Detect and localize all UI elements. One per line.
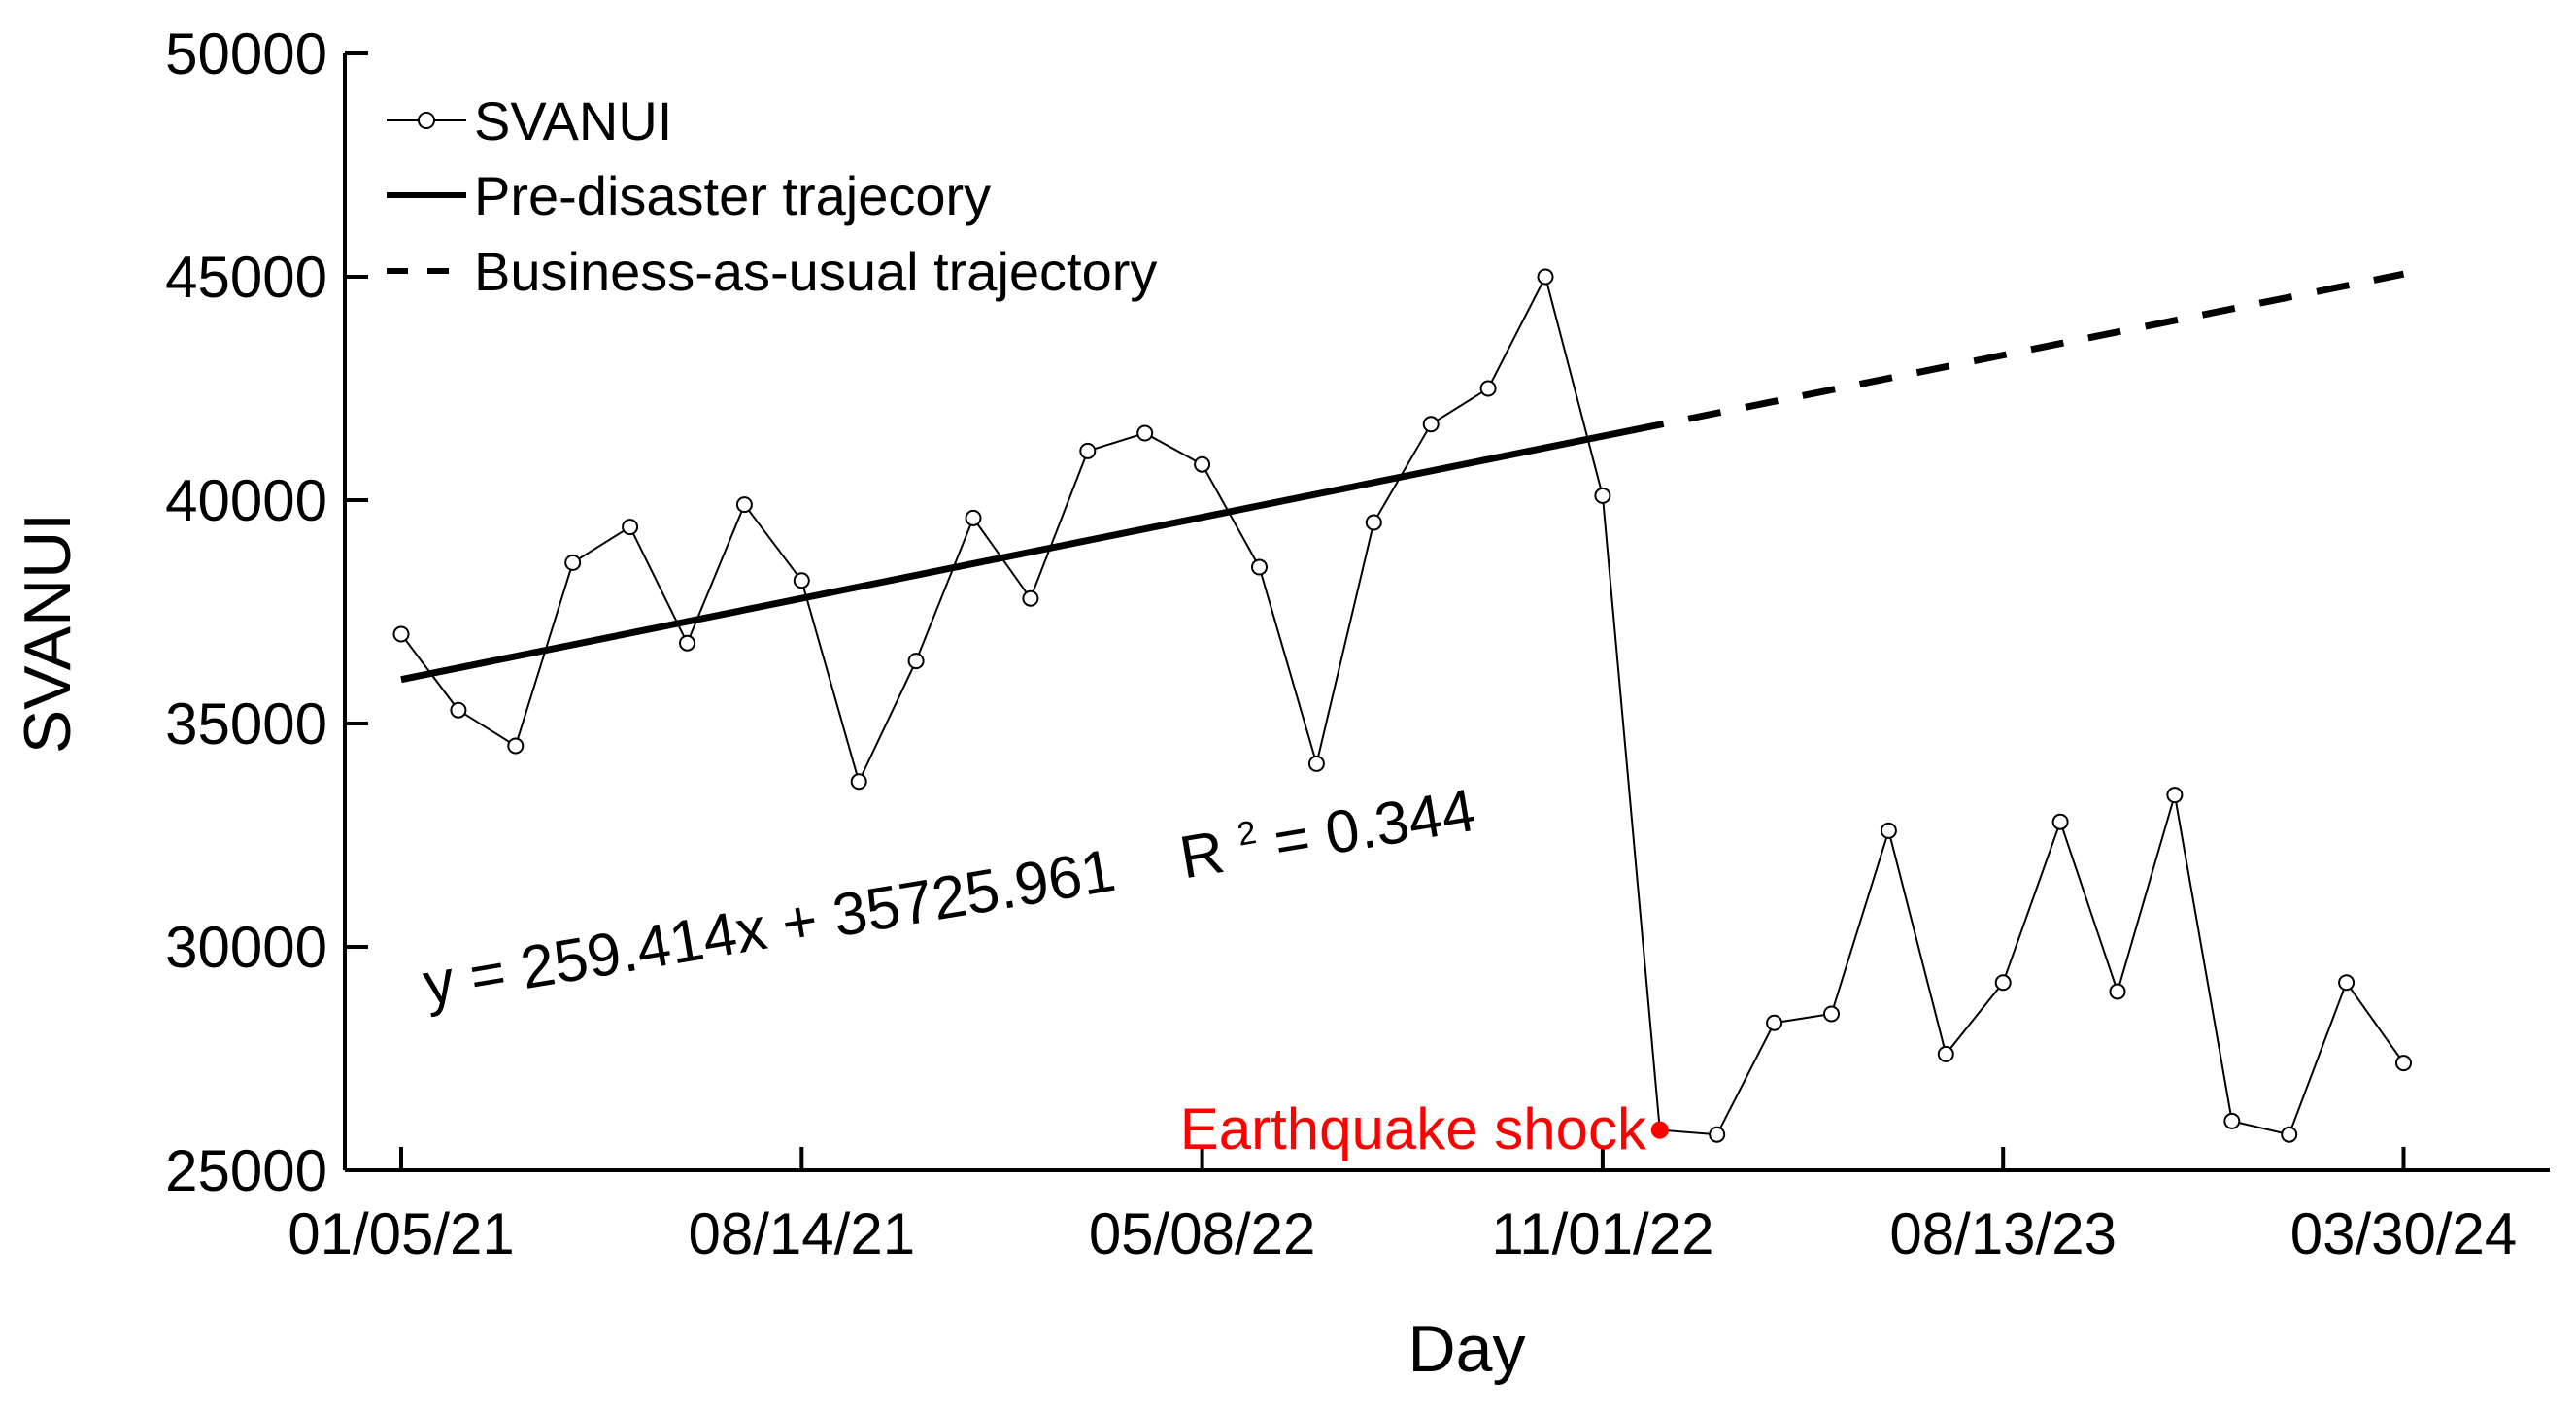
legend-label-bau: Business-as-usual trajectory bbox=[474, 241, 1157, 302]
svanui-point bbox=[2109, 983, 2126, 1000]
svanui-point bbox=[1479, 380, 1497, 397]
annotations: y = 259.414x + 35725.961 R 2 = 0.344 Ear… bbox=[415, 754, 1647, 1162]
svanui-point bbox=[907, 653, 925, 670]
regression-equation: y = 259.414x + 35725.961 R 2 = 0.344 bbox=[415, 754, 1480, 1019]
svanui-point bbox=[1079, 442, 1097, 459]
svanui-point bbox=[965, 509, 982, 526]
svanui-point bbox=[1136, 424, 1154, 442]
x-tick-label: 08/13/23 bbox=[1889, 1201, 2117, 1266]
svanui-point bbox=[2223, 1112, 2241, 1129]
svanui-point bbox=[679, 634, 695, 652]
y-tick-label: 50000 bbox=[165, 21, 327, 86]
earthquake-point bbox=[1650, 1121, 1669, 1139]
y-tick-label: 35000 bbox=[165, 691, 327, 757]
svanui-point bbox=[2166, 787, 2184, 804]
legend-label-predisaster: Pre-disaster trajecory bbox=[474, 165, 991, 226]
x-tick-label: 08/14/21 bbox=[689, 1201, 916, 1266]
svanui-point bbox=[1194, 455, 1211, 473]
markers bbox=[392, 268, 2412, 1143]
svanui-point bbox=[1307, 755, 1325, 772]
legend-marker-svanui bbox=[418, 112, 435, 129]
series-lines bbox=[400, 270, 2405, 1136]
equation-text: y = 259.414x + 35725.961 bbox=[419, 837, 1120, 1019]
svanui-point bbox=[1594, 487, 1611, 504]
x-tick-label: 03/30/24 bbox=[2290, 1201, 2518, 1266]
y-tick-label: 25000 bbox=[165, 1138, 327, 1203]
svanui-point bbox=[2281, 1126, 2298, 1143]
x-tick-label: 05/08/22 bbox=[1089, 1201, 1316, 1266]
svanui-point bbox=[450, 701, 467, 719]
svanui-point bbox=[1537, 268, 1554, 286]
x-tick-label: 11/01/22 bbox=[1491, 1201, 1713, 1266]
r2-superscript: 2 bbox=[1235, 814, 1259, 854]
svanui-point bbox=[1823, 1005, 1840, 1023]
legend-label-svanui: SVANUI bbox=[474, 90, 672, 152]
svanui-point bbox=[1880, 822, 1897, 839]
svanui-point bbox=[1709, 1126, 1726, 1143]
svanui-point bbox=[793, 572, 810, 589]
r2-value: = 0.344 bbox=[1270, 777, 1480, 876]
svanui-point bbox=[1422, 416, 1440, 433]
business-as-usual-trajectory-line bbox=[1630, 270, 2405, 434]
svanui-point bbox=[2395, 1055, 2412, 1072]
svanui-series-line bbox=[400, 274, 2405, 1136]
svanui-point bbox=[2338, 974, 2356, 992]
svanui-point bbox=[1251, 558, 1268, 576]
x-axis-title: Day bbox=[1408, 1312, 1526, 1386]
svanui-point bbox=[507, 737, 525, 755]
ticks: 25000 30000 35000 40000 45000 50000 01/05/21 08… bbox=[165, 21, 2517, 1266]
svanui-point bbox=[1022, 589, 1039, 607]
svanui-point bbox=[564, 554, 582, 571]
svanui-point bbox=[1994, 974, 2012, 992]
y-axis-title: SVANUI bbox=[11, 513, 85, 754]
event-label: Earthquake shock bbox=[1180, 1096, 1647, 1162]
svanui-point bbox=[1937, 1045, 1954, 1062]
svanui-point bbox=[392, 625, 410, 643]
y-tick-label: 45000 bbox=[165, 245, 327, 310]
x-tick-label: 01/05/21 bbox=[288, 1201, 515, 1266]
svanui-point bbox=[1365, 514, 1382, 531]
legend: SVANUI Pre-disaster trajecory Business-a… bbox=[387, 90, 1157, 302]
pre-disaster-trajectory-line bbox=[400, 426, 1633, 684]
svanui-point bbox=[622, 519, 639, 536]
r2-label: R bbox=[1175, 819, 1230, 892]
axes bbox=[343, 53, 2550, 1172]
svanui-point bbox=[2051, 813, 2069, 830]
y-tick-label: 40000 bbox=[165, 468, 327, 533]
y-tick-label: 30000 bbox=[165, 915, 327, 980]
svanui-point bbox=[1766, 1014, 1783, 1031]
svanui-point bbox=[850, 773, 867, 791]
svanui-point bbox=[735, 496, 753, 514]
